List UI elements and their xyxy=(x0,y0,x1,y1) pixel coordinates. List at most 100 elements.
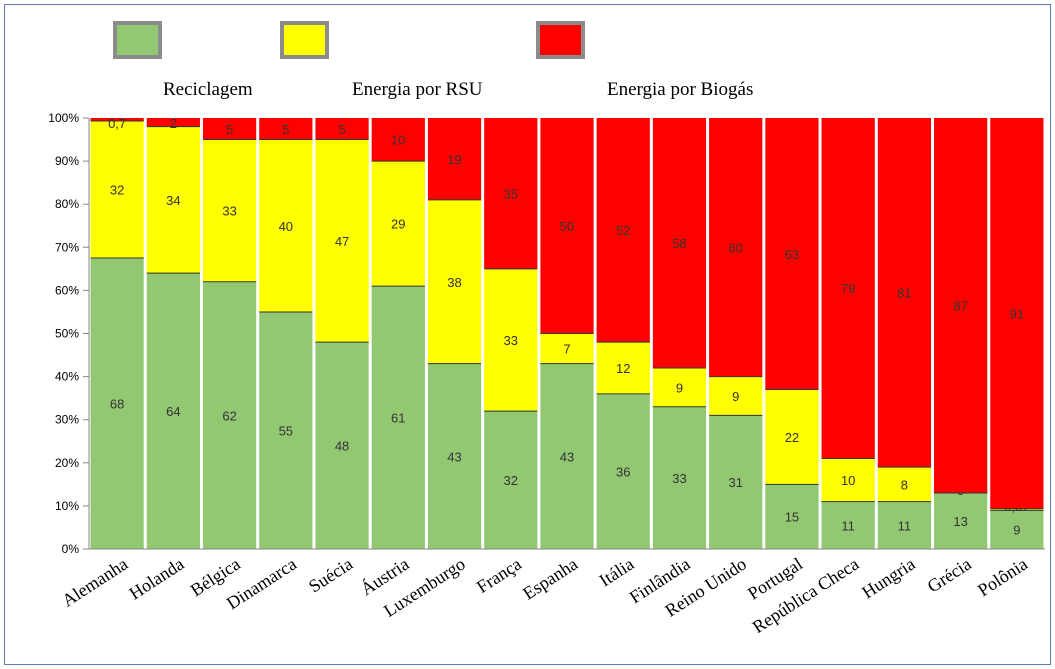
bar-segment xyxy=(934,492,988,549)
y-tick-label: 30% xyxy=(55,413,79,427)
y-tick-label: 100% xyxy=(48,111,79,125)
bar-segment xyxy=(821,118,875,459)
data-label: 15 xyxy=(785,510,799,525)
data-label: 81 xyxy=(897,286,911,301)
data-label: 55 xyxy=(279,423,293,438)
x-tick-label: França xyxy=(473,554,525,597)
data-label: 9 xyxy=(1013,523,1020,538)
data-label: 11 xyxy=(841,518,855,533)
bar-segment xyxy=(202,118,257,140)
y-tick-label: 60% xyxy=(55,283,79,297)
bar-segment xyxy=(821,458,875,502)
data-label: 12 xyxy=(616,361,630,376)
data-label: 9 xyxy=(732,389,739,404)
bar-segment xyxy=(765,484,819,549)
data-label: 33 xyxy=(504,333,518,348)
bar-segment xyxy=(484,268,538,412)
data-label: 32 xyxy=(504,473,518,488)
bar-segment xyxy=(484,118,538,269)
bar-segment xyxy=(484,411,538,549)
data-label: 7 xyxy=(563,342,570,357)
bar-segment xyxy=(371,161,425,287)
x-tick-label: Grécia xyxy=(924,554,975,597)
x-tick-label: Alemanha xyxy=(58,554,131,611)
legend-swatch-3 xyxy=(536,21,585,59)
data-label: 31 xyxy=(728,475,742,490)
bar-segment xyxy=(371,118,425,162)
bar-segment xyxy=(146,273,200,549)
bar-segment xyxy=(259,139,313,312)
bar-segment xyxy=(709,118,763,377)
bar-segment xyxy=(540,118,594,334)
legend: Reciclagem Energia por RSU Energia por Bio… xyxy=(113,21,753,100)
x-tick-label: Espanha xyxy=(519,554,581,604)
bar-segment xyxy=(877,501,932,549)
data-label: 87 xyxy=(953,298,967,313)
bar-segment xyxy=(652,406,707,549)
data-label: 43 xyxy=(447,449,461,464)
legend-label-3: Energia por Biogás xyxy=(607,79,753,100)
bar-segment xyxy=(596,342,650,394)
data-label: 52 xyxy=(616,223,630,238)
bar-segment xyxy=(202,281,257,549)
stacked-bar-chart: Reciclagem Energia por RSU Energia por Bio… xyxy=(48,21,1045,637)
bar-segment xyxy=(146,118,200,127)
bar-segment xyxy=(877,118,932,468)
bar-segment xyxy=(202,139,257,282)
bar-segment xyxy=(821,501,875,549)
data-label: 5 xyxy=(282,122,289,137)
bar-segment xyxy=(990,508,1044,511)
y-tick-label: 40% xyxy=(55,370,79,384)
data-label: 5 xyxy=(226,122,233,137)
data-label: 91 xyxy=(1010,306,1024,321)
data-label: 29 xyxy=(391,217,405,232)
data-label: 13 xyxy=(953,514,967,529)
y-tick-label: 90% xyxy=(55,154,79,168)
bar-segment xyxy=(90,118,144,121)
bar-segment xyxy=(990,510,1044,549)
bar-segment xyxy=(765,389,819,485)
bar-segment xyxy=(709,376,763,416)
bar-segment xyxy=(146,126,200,274)
data-label: 10 xyxy=(391,133,405,148)
bar-segment xyxy=(427,199,482,364)
data-label: 38 xyxy=(447,275,461,290)
legend-swatch-1 xyxy=(113,21,162,59)
data-label: 8 xyxy=(901,477,908,492)
bar-segment xyxy=(315,118,369,140)
x-tick-label: Polônia xyxy=(974,554,1031,601)
y-tick-label: 20% xyxy=(55,456,79,470)
data-label: 35 xyxy=(504,186,518,201)
legend-label-2: Energia por RSU xyxy=(352,79,483,100)
bar-segment xyxy=(540,363,594,549)
data-label: 32 xyxy=(110,182,124,197)
x-tick-label: Hungria xyxy=(858,554,918,603)
y-tick-label: 50% xyxy=(55,327,79,341)
data-label: 63 xyxy=(785,247,799,262)
data-label: 68 xyxy=(110,396,124,411)
legend-label-1: Reciclagem xyxy=(163,79,253,100)
data-label: 0,7 xyxy=(108,116,126,131)
bar-segment xyxy=(765,118,819,390)
data-label: 58 xyxy=(672,236,686,251)
y-axis: 0% 10% 20% 30% 40% 50% 60% 70% 80% 90% 100% xyxy=(48,111,90,556)
bars: 68320,7643426233555405484756129104338193… xyxy=(90,116,1044,549)
x-tick-label: Suécia xyxy=(305,554,356,597)
data-label: 34 xyxy=(166,193,180,208)
bar-segment xyxy=(427,118,482,200)
data-label: 9 xyxy=(676,380,683,395)
data-label: 10 xyxy=(841,473,855,488)
bar-segment xyxy=(540,333,594,364)
bar-segment xyxy=(709,415,763,549)
data-label: 62 xyxy=(222,408,236,423)
bar-segment xyxy=(371,286,425,549)
data-label: 19 xyxy=(447,152,461,167)
data-label: 43 xyxy=(560,449,574,464)
data-label: 2 xyxy=(170,116,177,131)
bar-segment xyxy=(990,118,1044,509)
bar-segment xyxy=(877,467,932,502)
bar-segment xyxy=(315,139,369,343)
data-label: 11 xyxy=(898,518,912,533)
bar-segment xyxy=(934,118,988,493)
data-label: 47 xyxy=(335,234,349,249)
